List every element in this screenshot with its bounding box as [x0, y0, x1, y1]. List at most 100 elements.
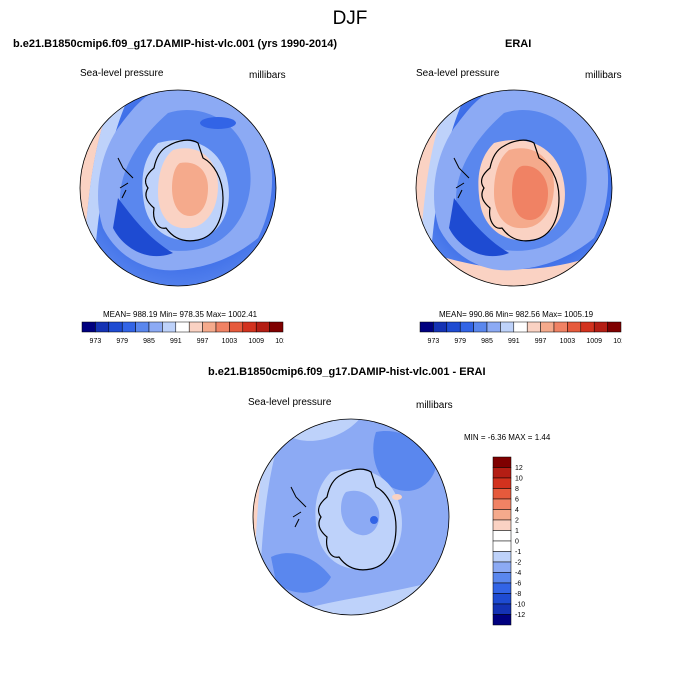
colorbar-tick-label: 997 — [535, 338, 547, 345]
colorbar-tick-label: 1015 — [275, 338, 284, 345]
colorbar-cell — [135, 321, 150, 333]
colorbar-tick-label: 991 — [508, 338, 520, 345]
obs-polar-map — [415, 89, 613, 287]
colorbar-cell — [188, 321, 203, 333]
obs-variable-label: Sea-level pressure — [416, 68, 500, 79]
colorbar-cell — [540, 321, 555, 333]
colorbar-cell — [486, 321, 501, 333]
colorbar-cell — [108, 321, 123, 333]
colorbar-tick-label: 1009 — [586, 338, 602, 345]
obs-panel-title: ERAI — [505, 38, 532, 50]
colorbar-cell — [500, 321, 515, 333]
diff-polar-map — [252, 418, 450, 616]
colorbar-cell — [95, 321, 110, 333]
colorbar-tick-label: 985 — [143, 338, 155, 345]
colorbar-cell — [492, 519, 512, 531]
model-colorbar: 973 979 985 991 997 1003 1009 1015 — [81, 321, 284, 345]
colorbar-tick-label: 997 — [197, 338, 209, 345]
model-polar-map — [79, 89, 277, 287]
colorbar-cell — [492, 477, 512, 489]
colorbar-cell — [593, 321, 608, 333]
colorbar-tick-label: 4 — [515, 507, 519, 514]
colorbar-cell — [492, 530, 512, 542]
colorbar-cell — [567, 321, 582, 333]
diff-panel-title: b.e21.B1850cmip6.f09_g17.DAMIP-hist-vlc.… — [208, 366, 486, 378]
colorbar-cell — [553, 321, 568, 333]
colorbar-cell — [255, 321, 270, 333]
colorbar-cell — [492, 456, 512, 468]
colorbar-tick-label: 979 — [116, 338, 128, 345]
colorbar-tick-label: -10 — [515, 602, 525, 609]
model-colorbar-cells — [81, 321, 284, 333]
colorbar-cell — [492, 509, 512, 521]
colorbar-tick-label: 0 — [515, 539, 519, 546]
obs-units-label: millibars — [585, 70, 622, 81]
colorbar-cell — [175, 321, 190, 333]
colorbar-tick-label: 2 — [515, 518, 519, 525]
colorbar-cell — [580, 321, 595, 333]
diff-colorbar-cells — [492, 456, 512, 626]
model-colorbar-ticks: 973 979 985 991 997 1003 1009 1015 — [90, 338, 284, 345]
colorbar-cell — [148, 321, 163, 333]
colorbar-tick-label: -6 — [515, 581, 521, 588]
colorbar-tick-label: 1009 — [248, 338, 264, 345]
colorbar-cell — [446, 321, 461, 333]
colorbar-cell — [269, 321, 284, 333]
colorbar-cell — [433, 321, 448, 333]
obs-stats: MEAN= 990.86 Min= 982.56 Max= 1005.19 — [439, 310, 594, 319]
obs-colorbar-ticks: 973 979 985 991 997 1003 1009 1015 — [428, 338, 622, 345]
colorbar-cell — [121, 321, 136, 333]
colorbar-tick-label: 979 — [454, 338, 466, 345]
colorbar-tick-label: -12 — [515, 612, 525, 619]
model-variable-label: Sea-level pressure — [80, 68, 164, 79]
obs-colorbar: 973 979 985 991 997 1003 1009 1015 — [419, 321, 622, 345]
colorbar-tick-label: -1 — [515, 549, 521, 556]
colorbar-cell — [202, 321, 217, 333]
colorbar-cell — [242, 321, 257, 333]
model-stats: MEAN= 988.19 Min= 978.35 Max= 1002.41 — [103, 310, 258, 319]
colorbar-tick-label: 985 — [481, 338, 493, 345]
colorbar-cell — [492, 582, 512, 594]
colorbar-cell — [81, 321, 96, 333]
colorbar-cell — [473, 321, 488, 333]
colorbar-cell — [229, 321, 244, 333]
obs-colorbar-cells — [419, 321, 622, 333]
model-units-label: millibars — [249, 70, 286, 81]
colorbar-cell — [492, 551, 512, 563]
colorbar-cell — [513, 321, 528, 333]
colorbar-tick-label: 10 — [515, 476, 523, 483]
colorbar-cell — [492, 467, 512, 479]
page-title: DJF — [332, 8, 368, 29]
colorbar-tick-label: -4 — [515, 570, 521, 577]
colorbar-cell — [492, 614, 512, 626]
colorbar-tick-label: 1003 — [222, 338, 238, 345]
colorbar-cell — [492, 488, 512, 500]
colorbar-cell — [492, 498, 512, 510]
colorbar-cell — [459, 321, 474, 333]
colorbar-cell — [492, 572, 512, 584]
colorbar-cell — [607, 321, 622, 333]
colorbar-tick-label: -8 — [515, 591, 521, 598]
colorbar-tick-label: 6 — [515, 497, 519, 504]
colorbar-cell — [492, 603, 512, 615]
colorbar-tick-label: 991 — [170, 338, 182, 345]
colorbar-cell — [492, 593, 512, 605]
diff-stats: MIN = -6.36 MAX = 1.44 — [464, 433, 551, 442]
colorbar-tick-label: 973 — [90, 338, 102, 345]
colorbar-tick-label: 1 — [515, 528, 519, 535]
colorbar-cell — [215, 321, 230, 333]
colorbar-cell — [492, 561, 512, 573]
colorbar-cell — [526, 321, 541, 333]
colorbar-cell — [419, 321, 434, 333]
colorbar-tick-label: 973 — [428, 338, 440, 345]
diff-units-label: millibars — [416, 400, 453, 411]
colorbar-tick-label: 8 — [515, 486, 519, 493]
colorbar-cell — [162, 321, 177, 333]
model-panel-title: b.e21.B1850cmip6.f09_g17.DAMIP-hist-vlc.… — [13, 38, 338, 50]
colorbar-tick-label: 1003 — [560, 338, 576, 345]
colorbar-tick-label: 1015 — [613, 338, 622, 345]
colorbar-tick-label: 12 — [515, 465, 523, 472]
colorbar-tick-label: -2 — [515, 560, 521, 567]
colorbar-cell — [492, 540, 512, 552]
